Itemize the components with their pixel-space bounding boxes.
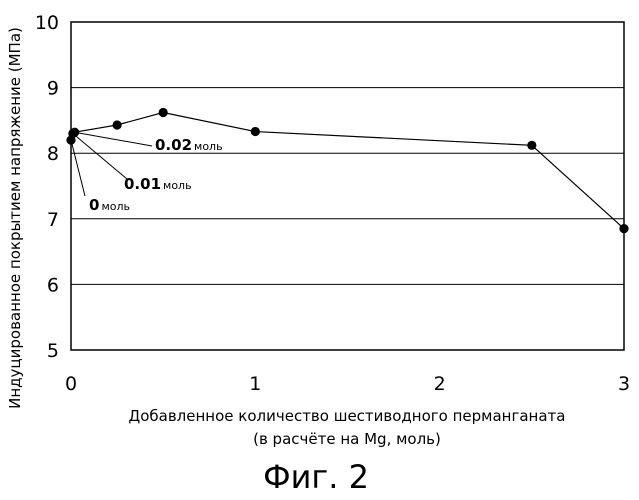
data-point bbox=[527, 141, 536, 150]
x-tick-labels: 0 1 2 3 bbox=[65, 373, 630, 395]
x-tick-label: 3 bbox=[618, 373, 630, 395]
data-point bbox=[619, 224, 628, 233]
series-line bbox=[71, 113, 624, 229]
figure-caption: Фиг. 2 bbox=[263, 458, 369, 496]
data-point bbox=[159, 108, 168, 117]
x-tick-label: 2 bbox=[434, 373, 446, 395]
y-tick-label: 6 bbox=[47, 274, 59, 296]
data-point bbox=[112, 120, 121, 129]
annotation-leader bbox=[71, 140, 85, 196]
y-tick-label: 5 bbox=[47, 340, 59, 362]
annotation-label: 0моль bbox=[89, 196, 130, 214]
annotation-label: 0.01моль bbox=[124, 175, 192, 193]
y-tick-label: 10 bbox=[35, 12, 59, 34]
y-tick-label: 9 bbox=[47, 78, 59, 100]
y-tick-labels: 5 6 7 8 9 10 bbox=[35, 12, 59, 362]
annotation-label: 0.02моль bbox=[155, 136, 223, 154]
data-point bbox=[251, 127, 260, 136]
x-axis-label-line1: Добавленное количество шестиводного перм… bbox=[129, 407, 566, 425]
y-tick-label: 8 bbox=[47, 143, 59, 165]
series bbox=[66, 108, 628, 233]
y-axis-label: Индуцированное покрытием напряжение (MПа… bbox=[6, 27, 24, 409]
x-tick-label: 1 bbox=[249, 373, 261, 395]
annotation-leader bbox=[75, 132, 152, 146]
x-axis-label-line2: (в расчёте на Mg, моль) bbox=[253, 430, 441, 448]
x-tick-label: 0 bbox=[65, 373, 77, 395]
y-tick-label: 7 bbox=[47, 209, 59, 231]
annotations: 0.02моль 0.01моль 0моль bbox=[71, 132, 223, 214]
